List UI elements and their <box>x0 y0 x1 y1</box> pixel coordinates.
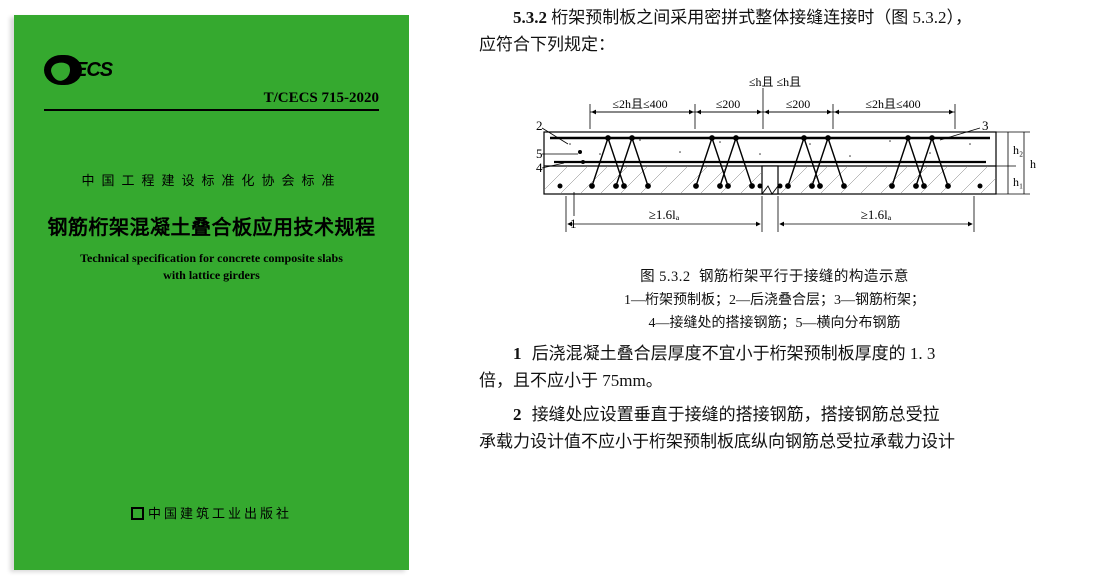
section-number: 5.3.2 <box>513 8 547 27</box>
label-3: 3 <box>982 118 989 133</box>
section-text: 桁架预制板之间采用密拼式整体接缝连接时（图 5.3.2）， <box>551 8 972 27</box>
truss-diagram-icon: ≤h且 ≤h且 ≤2h且≤400 ≤200 ≤200 ≤2h且≤400 <box>510 74 1040 264</box>
item-2-text: 接缝处应设置垂直于接缝的搭接钢筋，搭接钢筋总受拉 <box>532 405 940 424</box>
item-1-no: 1 <box>513 344 522 363</box>
dim-b: ≤200 <box>715 97 740 111</box>
caption-legend-1: 1—桁架预制板；2—后浇叠合层；3—钢筋桁架； <box>624 293 925 308</box>
publisher: 中国建筑工业出版社 <box>14 503 409 522</box>
association-name: 中国工程建设标准化协会标准 <box>14 170 409 189</box>
cover-title-en: Technical specification for concrete com… <box>14 250 409 284</box>
dim-top-center: ≤h且 ≤h且 <box>748 75 800 89</box>
cover-divider <box>44 109 379 111</box>
item-1-text: 后浇混凝土叠合层厚度不宜小于桁架预制板厚度的 1. 3 <box>532 344 936 363</box>
dim-d: ≤2h且≤400 <box>865 97 920 111</box>
book-cover: ECS T/CECS 715-2020 中国工程建设标准化协会标准 钢筋桁架混凝… <box>14 15 409 570</box>
label-4: 4 <box>536 160 543 175</box>
dim-bottom-right: ≥1.6lₐ <box>860 207 891 222</box>
figure-caption: 图 5.3.2 钢筋桁架平行于接缝的构造示意 1—桁架预制板；2—后浇叠合层；3… <box>510 266 1040 334</box>
caption-legend-2: 4—接缝处的搭接钢筋；5—横向分布钢筋 <box>649 316 901 331</box>
publisher-logo-icon <box>131 507 144 520</box>
label-2: 2 <box>536 118 543 133</box>
caption-no: 图 5.3.2 <box>640 269 691 285</box>
dim-h: h <box>1030 157 1036 171</box>
label-1: 1 <box>570 216 577 231</box>
item-2-no: 2 <box>513 405 522 424</box>
item-1-text-2: 倍，且不应小于 75mm。 <box>479 367 1070 394</box>
label-5: 5 <box>536 146 543 161</box>
figure-5-3-2: ≤h且 ≤h且 ≤2h且≤400 ≤200 ≤200 ≤2h且≤400 <box>510 74 1040 334</box>
caption-title: 钢筋桁架平行于接缝的构造示意 <box>699 269 909 285</box>
item-2: 2 接缝处应设置垂直于接缝的搭接钢筋，搭接钢筋总受拉 <box>479 401 1070 428</box>
section-5-3-2: 5.3.2 桁架预制板之间采用密拼式整体接缝连接时（图 5.3.2）， <box>479 4 1070 31</box>
cecs-logo: ECS <box>44 55 134 93</box>
dim-bottom-left: ≥1.6lₐ <box>648 207 679 222</box>
dim-h1: h₁ <box>1013 175 1023 189</box>
item-1: 1 后浇混凝土叠合层厚度不宜小于桁架预制板厚度的 1. 3 <box>479 340 1070 367</box>
spec-page: 5.3.2 桁架预制板之间采用密拼式整体接缝连接时（图 5.3.2）， 应符合下… <box>409 0 1100 577</box>
dim-c: ≤200 <box>785 97 810 111</box>
logo-text: ECS <box>74 59 112 82</box>
title-en-line1: Technical specification for concrete com… <box>80 251 343 265</box>
publisher-name: 中国建筑工业出版社 <box>148 506 292 521</box>
item-2-text-2: 承载力设计值不应小于桁架预制板底纵向钢筋总受拉承载力设计 <box>479 428 1070 455</box>
cover-title-cn: 钢筋桁架混凝土叠合板应用技术规程 <box>14 211 409 240</box>
dim-h2: h₂ <box>1013 143 1023 157</box>
standard-code: T/CECS 715-2020 <box>264 90 379 107</box>
dim-a: ≤2h且≤400 <box>612 97 667 111</box>
title-en-line2: with lattice girders <box>163 268 260 282</box>
section-text-line2: 应符合下列规定： <box>479 31 1070 58</box>
